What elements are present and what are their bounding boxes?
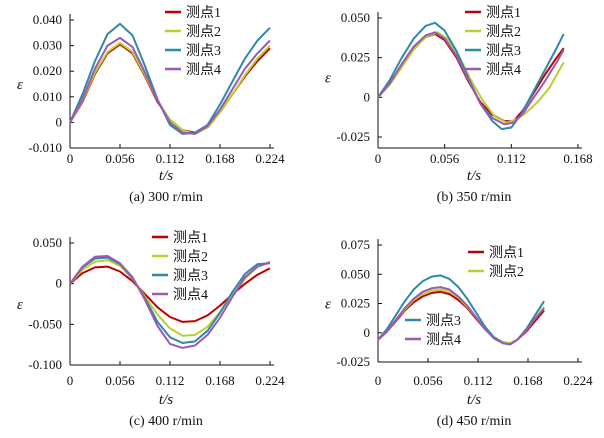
x-tick-label: 0.056 bbox=[430, 151, 460, 166]
x-tick-label: 0.112 bbox=[497, 151, 526, 166]
y-tick-label: -0.100 bbox=[28, 357, 62, 372]
panel-caption: (c) 400 r/min bbox=[129, 414, 203, 429]
y-tick-label: 0.050 bbox=[341, 266, 370, 281]
series-line bbox=[377, 31, 565, 126]
y-tick-label: 0.025 bbox=[341, 296, 370, 311]
legend-label: 测点4 bbox=[486, 62, 521, 78]
series-line bbox=[69, 22, 271, 135]
x-tick-label: 0.224 bbox=[255, 151, 285, 166]
x-tick-label: 0.056 bbox=[105, 373, 135, 388]
y-tick-label: 0 bbox=[364, 89, 371, 104]
legend-label: 测点1 bbox=[173, 230, 208, 246]
legend-label: 测点3 bbox=[186, 43, 221, 59]
series-line bbox=[69, 36, 271, 135]
series-line bbox=[69, 255, 271, 349]
chart-panel: 0 0.056 0.112 0.168 0.224 -0.100 -0.050 0 0.050 t… bbox=[17, 230, 285, 429]
y-tick-label: 0.075 bbox=[341, 237, 370, 252]
legend-label: 测点4 bbox=[426, 332, 461, 348]
x-axis-title: t/s bbox=[159, 168, 173, 184]
x-tick-label: 0.112 bbox=[156, 373, 185, 388]
x-tick-label: 0.112 bbox=[156, 151, 185, 166]
y-tick-label: 0.030 bbox=[33, 38, 62, 53]
x-tick-label: 0.112 bbox=[464, 373, 493, 388]
legend-label: 测点3 bbox=[426, 313, 461, 329]
legend-label: 测点1 bbox=[186, 5, 221, 21]
legend-label: 测点1 bbox=[486, 5, 521, 21]
y-tick-label: 0.010 bbox=[33, 89, 62, 104]
x-tick-label: 0.168 bbox=[205, 151, 234, 166]
series-line bbox=[69, 265, 271, 323]
legend-label: 测点3 bbox=[173, 268, 208, 284]
legend-label: 测点2 bbox=[489, 264, 524, 280]
x-tick-label: 0.168 bbox=[563, 151, 592, 166]
y-tick-label: -0.025 bbox=[336, 354, 370, 369]
y-axis-title: ε bbox=[325, 297, 331, 313]
x-tick-label: 0 bbox=[375, 373, 382, 388]
x-axis-title: t/s bbox=[467, 168, 481, 184]
y-tick-label: 0.050 bbox=[33, 235, 62, 250]
y-tick-label: 0.020 bbox=[33, 63, 62, 78]
legend-label: 测点2 bbox=[486, 24, 521, 40]
x-tick-label: 0 bbox=[67, 151, 74, 166]
y-tick-label: -0.050 bbox=[28, 316, 62, 331]
series-line bbox=[377, 288, 545, 345]
x-tick-label: 0 bbox=[375, 151, 382, 166]
chart-panel: 0 0.056 0.112 0.168 0.224 -0.025 0 0.025 0.050 0.… bbox=[325, 237, 593, 429]
legend-label: 测点2 bbox=[186, 24, 221, 40]
legend-label: 测点4 bbox=[173, 287, 208, 303]
y-tick-label: 0 bbox=[364, 325, 371, 340]
series-line bbox=[377, 21, 565, 131]
y-tick-label: -0.025 bbox=[336, 129, 370, 144]
y-tick-label: 0.040 bbox=[33, 12, 62, 27]
series-line bbox=[377, 31, 565, 124]
x-tick-label: 0 bbox=[67, 373, 74, 388]
panel-caption: (d) 450 r/min bbox=[437, 414, 512, 429]
y-axis-title: ε bbox=[17, 77, 23, 93]
x-tick-label: 0.056 bbox=[413, 373, 443, 388]
legend-label: 测点4 bbox=[186, 62, 221, 78]
series-line bbox=[69, 256, 271, 344]
legend-label: 测点2 bbox=[173, 249, 208, 265]
y-tick-label: 0.025 bbox=[341, 50, 370, 65]
chart-panel: 0 0.056 0.112 0.168 -0.025 0 0.025 0.050 t/s ε 测点1… bbox=[325, 5, 593, 205]
x-axis-title: t/s bbox=[159, 392, 173, 408]
x-tick-label: 0.224 bbox=[255, 373, 285, 388]
series-line bbox=[69, 42, 271, 135]
legend-label: 测点1 bbox=[489, 245, 524, 261]
y-tick-label: 0 bbox=[56, 276, 63, 291]
y-axis-title: ε bbox=[17, 297, 23, 313]
x-axis-title: t/s bbox=[467, 392, 481, 408]
series-line bbox=[69, 259, 271, 337]
x-tick-label: 0.168 bbox=[513, 373, 542, 388]
y-tick-label: 0.050 bbox=[341, 10, 370, 25]
x-tick-label: 0.056 bbox=[105, 151, 135, 166]
legend-label: 测点3 bbox=[486, 43, 521, 59]
panel-caption: (b) 350 r/min bbox=[437, 190, 512, 205]
x-tick-label: 0.224 bbox=[563, 373, 593, 388]
chart-panel: 0 0.056 0.112 0.168 0.224 -0.010 0 0.010 0.020 0.… bbox=[17, 5, 285, 205]
series-line bbox=[377, 32, 565, 123]
series-line bbox=[377, 286, 545, 346]
x-tick-label: 0.168 bbox=[205, 373, 234, 388]
y-tick-label: -0.010 bbox=[28, 140, 62, 155]
panel-caption: (a) 300 r/min bbox=[129, 190, 203, 205]
y-tick-label: 0 bbox=[56, 114, 63, 129]
y-axis-title: ε bbox=[325, 71, 331, 87]
